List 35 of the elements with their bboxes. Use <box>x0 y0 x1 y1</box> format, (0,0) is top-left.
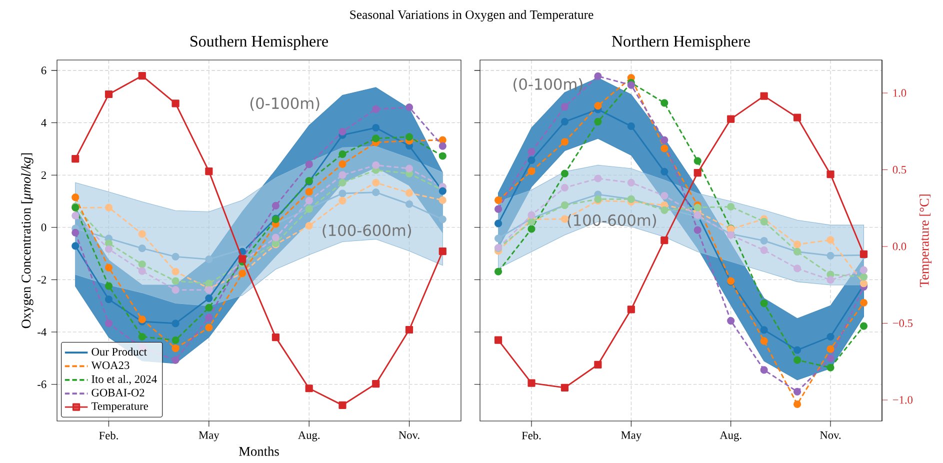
y-tick-label: 4 <box>41 119 46 126</box>
text: Seasonal Variations in Oxygen and Temperature <box>350 10 594 22</box>
y2-axis-title: Temperature [°C] <box>919 194 932 288</box>
annotation: (100-600m) <box>568 214 656 228</box>
y-tick-label: 0 <box>41 224 46 232</box>
x-tick-label: Feb. <box>99 431 118 440</box>
y-tick-label: 6 <box>41 66 46 74</box>
x-tick-label: Aug. <box>720 431 742 442</box>
text: 0.5 <box>892 166 906 174</box>
y-tick-label: -6 <box>38 380 46 388</box>
chart-title: Northern Hemisphere <box>612 35 750 50</box>
text: −0.5 <box>892 319 913 328</box>
y-tick-label: 2 <box>41 171 46 179</box>
text: 1.0 <box>893 89 906 97</box>
x-tick-label: Nov. <box>398 431 420 439</box>
annotation: (0-100m) <box>514 78 582 92</box>
legend-label: Ito et al., 2024 <box>92 374 157 385</box>
y-tick-label: -2 <box>38 276 46 284</box>
annotation: (100-600m) <box>322 224 412 238</box>
legend-label: WOA23 <box>91 361 130 370</box>
chart-title: Southern Hemisphere <box>190 35 328 50</box>
text: −1.0 <box>892 396 913 404</box>
annotation: (0-100m) <box>250 97 320 111</box>
legend-label: Our Product <box>92 348 147 356</box>
x-tick-label: Feb. <box>522 431 541 440</box>
y-axis-title: Oxygen Concentration [μmol/kg] <box>21 153 34 328</box>
x-tick-label: Aug. <box>298 431 320 442</box>
x-tick-label: May <box>621 431 642 442</box>
x-axis-title: Months <box>239 446 279 456</box>
legend-label: GOBAI-O2 <box>92 388 144 396</box>
x-tick-label: May <box>198 431 220 442</box>
text: Temperature <box>91 402 148 412</box>
x-tick-label: Nov. <box>820 431 841 439</box>
y-tick-label: -4 <box>38 328 46 336</box>
text: 0.0 <box>892 242 906 250</box>
